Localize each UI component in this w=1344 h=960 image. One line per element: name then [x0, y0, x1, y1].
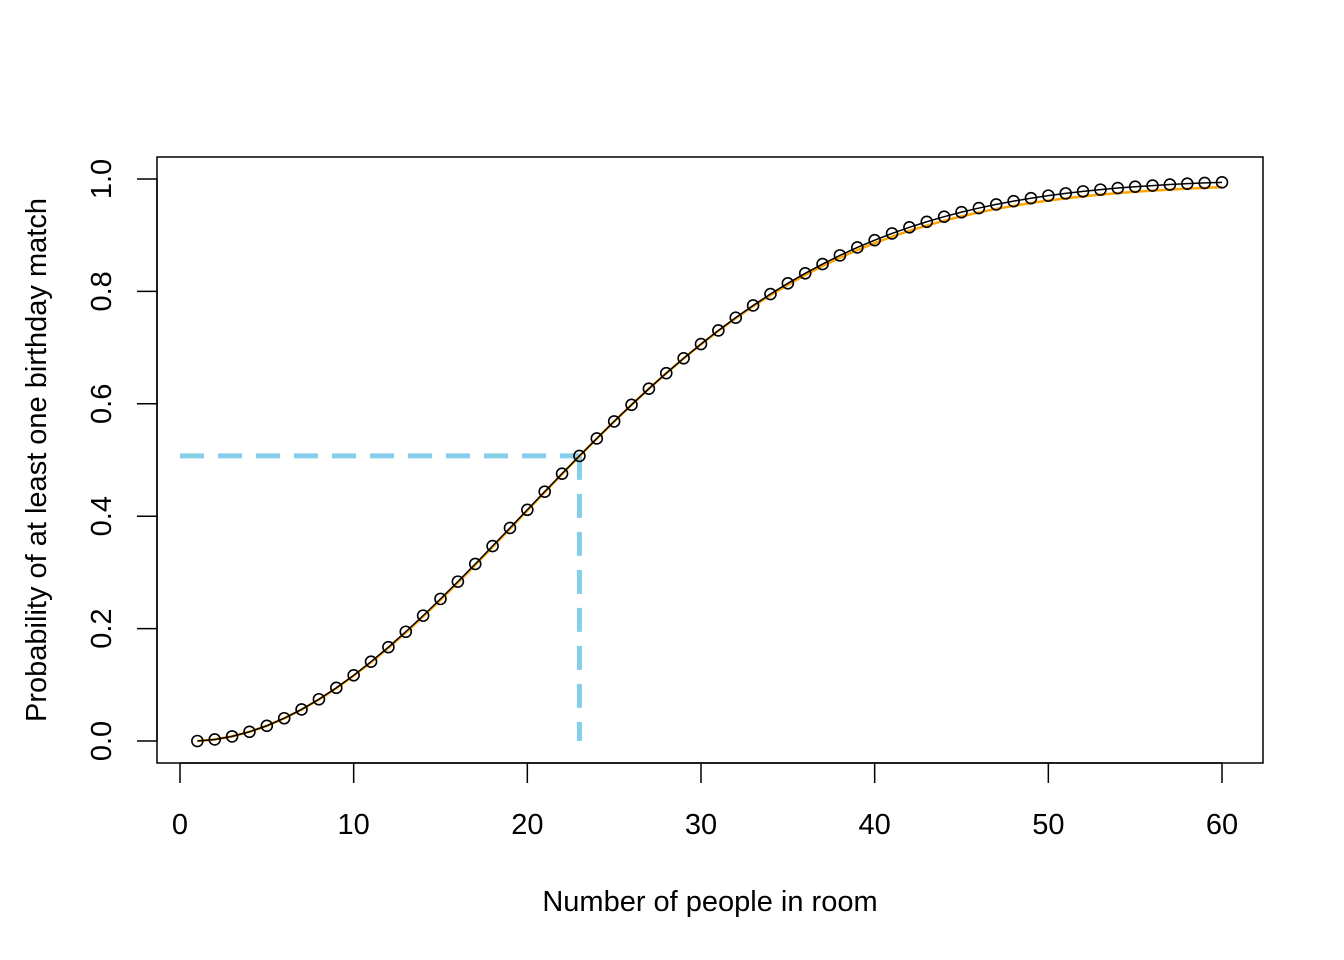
data-point: [868, 233, 881, 247]
data-point: [382, 640, 395, 654]
data-point: [920, 215, 934, 229]
x-tick-label: 10: [338, 809, 370, 841]
data-point: [434, 592, 447, 606]
data-point: [191, 734, 204, 748]
data-point: [850, 241, 864, 254]
data-point: [1059, 187, 1072, 200]
y-axis-title: Probability of at least one birthday mat…: [21, 198, 53, 722]
data-point: [903, 221, 916, 234]
data-point: [468, 557, 482, 571]
exact-line: [197, 181, 1223, 742]
data-point: [573, 449, 586, 463]
data-point: [798, 267, 812, 280]
series-points: [191, 176, 1229, 748]
y-axis: 0.0 0.2 0.4 0.6 0.8 1.0: [86, 159, 158, 761]
data-point: [885, 227, 899, 240]
data-point: [642, 382, 656, 395]
data-point: [312, 692, 326, 706]
threshold-guides: [180, 453, 582, 741]
x-axis: 0 10 20 30 40 50 60: [172, 762, 1238, 841]
data-point: [1163, 178, 1177, 191]
data-point: [208, 733, 222, 746]
data-point: [955, 205, 968, 219]
data-point: [1042, 189, 1055, 202]
data-point: [364, 655, 378, 669]
data-point: [451, 575, 465, 588]
y-tick-label: 0.8: [86, 271, 118, 311]
data-point: [677, 351, 690, 365]
data-point: [937, 210, 951, 224]
approximation-line: [197, 185, 1223, 743]
plot-frame: [156, 156, 1264, 764]
x-tick-label: 60: [1206, 809, 1238, 841]
data-point: [712, 324, 725, 337]
data-point: [1180, 177, 1194, 190]
data-point: [329, 681, 343, 695]
data-point: [590, 432, 604, 445]
data-point: [659, 366, 673, 380]
x-tick-label: 30: [685, 809, 717, 841]
data-point: [764, 287, 777, 301]
data-point: [1094, 183, 1107, 196]
data-point: [1146, 179, 1159, 192]
data-point: [503, 521, 517, 535]
data-point: [694, 337, 708, 351]
data-point: [399, 625, 413, 639]
data-point: [1198, 176, 1211, 190]
data-point: [833, 249, 847, 262]
x-tick-label: 50: [1032, 809, 1064, 841]
y-tick-label: 0.4: [86, 496, 118, 536]
series-lines: [197, 181, 1223, 743]
data-point: [781, 277, 795, 290]
data-point: [243, 725, 256, 739]
data-point: [989, 198, 1003, 211]
data-point: [416, 609, 430, 622]
x-axis-title: Number of people in room: [542, 886, 877, 918]
data-point: [729, 311, 743, 324]
data-point: [521, 503, 534, 517]
data-point: [746, 299, 760, 312]
x-tick-label: 40: [859, 809, 891, 841]
data-point: [347, 669, 360, 682]
y-tick-label: 0.6: [86, 384, 118, 424]
data-point: [1007, 194, 1020, 208]
data-point: [225, 730, 239, 743]
data-point: [277, 711, 291, 725]
y-tick-label: 0.2: [86, 608, 118, 648]
data-point: [486, 539, 499, 553]
y-tick-label: 0.0: [86, 721, 118, 761]
data-point: [625, 398, 638, 412]
data-point: [1076, 185, 1090, 198]
y-tick-label: 1.0: [86, 159, 118, 199]
data-point: [1111, 181, 1125, 195]
data-point: [1128, 180, 1142, 193]
x-tick-label: 0: [172, 809, 188, 841]
data-point: [816, 257, 829, 271]
data-point: [295, 703, 308, 716]
data-point: [260, 719, 274, 733]
data-point: [607, 415, 621, 428]
data-point: [555, 467, 569, 480]
data-point: [972, 201, 986, 215]
data-point: [538, 485, 552, 498]
data-point: [1215, 176, 1229, 189]
x-tick-label: 20: [511, 809, 543, 841]
data-point: [1024, 191, 1038, 205]
